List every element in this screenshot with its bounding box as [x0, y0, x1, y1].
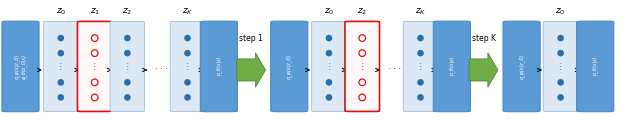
Text: $z_{0}$: $z_{0}$	[556, 7, 566, 17]
FancyBboxPatch shape	[345, 21, 380, 111]
FancyBboxPatch shape	[271, 21, 308, 112]
Ellipse shape	[92, 35, 98, 41]
Ellipse shape	[326, 35, 332, 41]
Text: $z_{2}$: $z_{2}$	[357, 7, 367, 17]
Ellipse shape	[326, 94, 332, 101]
Ellipse shape	[184, 50, 191, 56]
Ellipse shape	[557, 79, 564, 86]
Ellipse shape	[359, 50, 365, 56]
Ellipse shape	[557, 35, 564, 41]
Ellipse shape	[326, 50, 332, 56]
Ellipse shape	[58, 79, 64, 86]
Ellipse shape	[124, 79, 131, 86]
FancyBboxPatch shape	[110, 21, 145, 111]
Text: ⋮: ⋮	[557, 62, 564, 71]
Text: $z_{K}$: $z_{K}$	[415, 7, 426, 17]
Text: · · ·: · · ·	[155, 65, 168, 74]
Text: ⋮: ⋮	[325, 62, 333, 71]
FancyBboxPatch shape	[403, 21, 438, 111]
Text: ⋮: ⋮	[57, 62, 65, 71]
Ellipse shape	[58, 35, 64, 41]
Ellipse shape	[417, 79, 424, 86]
Ellipse shape	[92, 50, 98, 56]
FancyBboxPatch shape	[44, 21, 78, 111]
Ellipse shape	[184, 35, 191, 41]
Text: p_θ(x|z): p_θ(x|z)	[593, 57, 598, 76]
Text: p_θ(x|z): p_θ(x|z)	[449, 57, 454, 76]
FancyBboxPatch shape	[577, 21, 614, 112]
Ellipse shape	[58, 94, 64, 101]
Text: ⋮: ⋮	[91, 62, 99, 71]
Ellipse shape	[124, 50, 131, 56]
Ellipse shape	[417, 50, 424, 56]
Text: $z_{0}$: $z_{0}$	[56, 7, 66, 17]
Text: ⋮: ⋮	[358, 62, 366, 71]
Ellipse shape	[326, 79, 332, 86]
Text: $z_{K}$: $z_{K}$	[182, 7, 193, 17]
FancyBboxPatch shape	[312, 21, 346, 111]
Text: $z_{0}$: $z_{0}$	[324, 7, 334, 17]
FancyBboxPatch shape	[503, 21, 540, 112]
Ellipse shape	[557, 94, 564, 101]
Ellipse shape	[184, 94, 191, 101]
Ellipse shape	[92, 94, 98, 101]
Text: · · ·: · · ·	[388, 65, 401, 74]
Text: $z_{2}$: $z_{2}$	[122, 7, 132, 17]
Text: step K: step K	[472, 34, 495, 43]
Ellipse shape	[124, 35, 131, 41]
FancyBboxPatch shape	[433, 21, 470, 112]
Text: q_φ(x|z_0): q_φ(x|z_0)	[287, 54, 292, 79]
FancyBboxPatch shape	[77, 21, 112, 111]
Text: ⋮: ⋮	[184, 62, 191, 71]
FancyBboxPatch shape	[543, 21, 578, 111]
Ellipse shape	[359, 79, 365, 86]
Ellipse shape	[184, 79, 191, 86]
Text: ⋮: ⋮	[417, 62, 424, 71]
Ellipse shape	[92, 79, 98, 86]
FancyBboxPatch shape	[2, 21, 39, 112]
Ellipse shape	[417, 35, 424, 41]
Ellipse shape	[417, 94, 424, 101]
Polygon shape	[469, 53, 498, 87]
Text: step 1: step 1	[239, 34, 263, 43]
Text: $z_{1}$: $z_{1}$	[90, 7, 100, 17]
Text: p_θ(x|z): p_θ(x|z)	[216, 57, 221, 76]
Text: q_φ(x|z_0)
φ_θ(z_0|x): q_φ(x|z_0) φ_θ(z_0|x)	[14, 54, 27, 79]
FancyBboxPatch shape	[170, 21, 205, 111]
Ellipse shape	[58, 50, 64, 56]
Ellipse shape	[124, 94, 131, 101]
Text: q_φ(x|z_0): q_φ(x|z_0)	[519, 54, 524, 79]
FancyBboxPatch shape	[200, 21, 237, 112]
Polygon shape	[237, 53, 266, 87]
Ellipse shape	[359, 35, 365, 41]
Text: ⋮: ⋮	[124, 62, 131, 71]
Ellipse shape	[359, 94, 365, 101]
Ellipse shape	[557, 50, 564, 56]
